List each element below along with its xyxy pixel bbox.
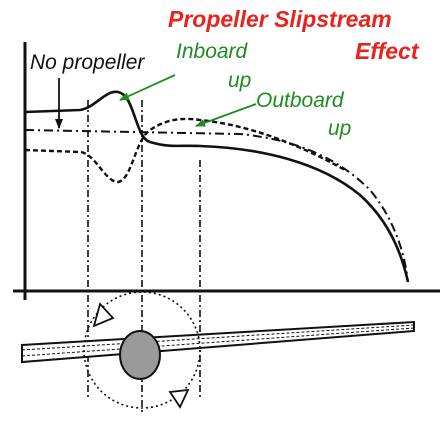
title-line-2: Effect — [355, 38, 419, 64]
wing-planform — [21, 320, 415, 364]
no-propeller-curve — [24, 129, 409, 283]
outboard-label-line-2: up — [328, 117, 352, 140]
rotation-arrow-bottom — [168, 388, 190, 409]
rotation-arrow-top — [92, 302, 115, 328]
no-propeller-label: No propeller — [30, 51, 145, 74]
inboard-label-line-1: Inboard — [176, 40, 248, 63]
outboard-up-arrow — [195, 103, 257, 127]
outboard-up-curve — [24, 117, 346, 184]
inboard-label-line-2: up — [228, 69, 252, 92]
inboard-up-curve — [24, 90, 410, 283]
outboard-label-line-1: Outboard — [256, 89, 344, 112]
propeller-disk — [83, 291, 201, 409]
nacelle — [119, 330, 161, 380]
inboard-up-arrow — [119, 74, 176, 101]
title-line-1: Propeller Slipstream — [168, 6, 392, 32]
